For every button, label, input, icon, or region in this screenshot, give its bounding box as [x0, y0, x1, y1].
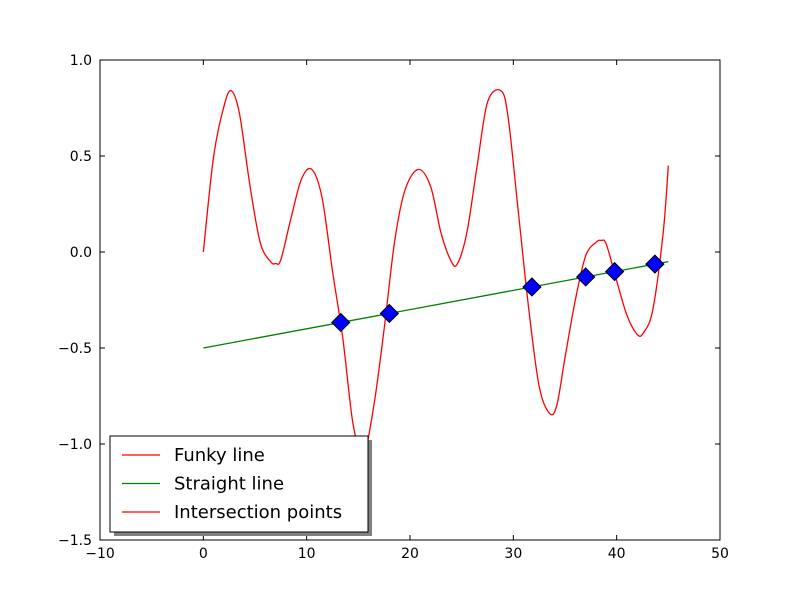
y-tick-label: 1.0	[70, 53, 92, 69]
x-tick-label: 0	[199, 546, 208, 562]
intersection-markers	[331, 254, 665, 333]
intersection-marker	[379, 303, 400, 324]
x-tick-label: −10	[85, 546, 115, 562]
x-tick-label: 10	[298, 546, 316, 562]
y-tick-label: 0.5	[70, 149, 92, 165]
x-axis: −10 0 10 20 30 40 50	[85, 60, 729, 562]
x-tick-label: 50	[711, 546, 729, 562]
y-tick-label: −1.5	[58, 533, 92, 549]
y-axis: −1.5 −1.0 −0.5 0.0 0.5 1.0	[58, 53, 720, 549]
intersection-marker	[522, 277, 542, 297]
x-tick-label: 30	[504, 546, 522, 562]
legend-label: Funky line	[174, 445, 265, 466]
legend: Funky line Straight line Intersection poin…	[109, 435, 372, 536]
series-layer	[202, 89, 669, 455]
y-tick-label: −0.5	[58, 341, 92, 357]
legend-label: Straight line	[174, 474, 284, 495]
intersection-marker	[575, 267, 596, 287]
y-tick-label: −1.0	[58, 437, 92, 453]
series-line-0	[202, 89, 669, 455]
x-tick-label: 20	[401, 546, 419, 562]
x-tick-label: 40	[608, 546, 626, 562]
legend-label: Intersection points	[174, 502, 342, 523]
intersection-marker	[331, 312, 351, 333]
intersection-marker	[604, 261, 625, 282]
intersection-marker	[645, 254, 665, 274]
y-tick-label: 0.0	[70, 245, 92, 261]
